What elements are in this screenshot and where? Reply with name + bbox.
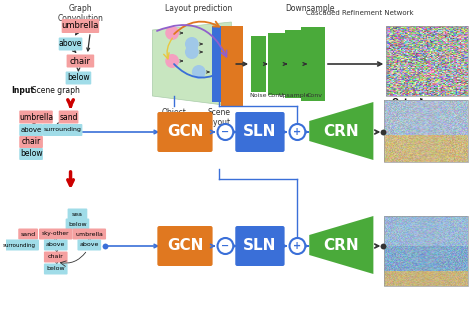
Text: chair: chair [21,137,41,146]
Text: Input: Input [11,86,34,95]
FancyBboxPatch shape [157,226,213,266]
Bar [386,26,468,96]
FancyBboxPatch shape [44,239,68,250]
Text: chair: chair [48,254,64,260]
Text: SLN: SLN [243,238,277,253]
Bar [384,216,468,286]
Polygon shape [153,22,231,106]
Circle shape [290,124,305,140]
Text: Graph
Convolution: Graph Convolution [57,4,103,23]
Text: Downsample: Downsample [285,4,335,13]
Text: below: below [67,74,90,83]
FancyBboxPatch shape [39,228,73,239]
Text: umbrella: umbrella [62,21,99,30]
Bar [251,36,266,92]
FancyBboxPatch shape [44,251,68,262]
Text: above: above [59,40,82,49]
Text: Noise: Noise [249,93,267,98]
Text: SLN: SLN [243,124,277,140]
Text: CRN: CRN [324,123,359,138]
Text: Conv: Conv [268,93,284,98]
Circle shape [290,238,305,254]
Circle shape [218,124,233,140]
FancyBboxPatch shape [65,72,91,85]
Circle shape [218,238,233,254]
FancyBboxPatch shape [44,263,68,274]
Text: below: below [46,267,65,272]
Polygon shape [309,216,374,274]
Polygon shape [309,102,374,160]
FancyBboxPatch shape [19,136,43,148]
Circle shape [192,65,206,79]
Text: umbrella: umbrella [19,112,53,122]
Text: : Scene graph: : Scene graph [27,86,80,95]
FancyBboxPatch shape [68,209,87,219]
Circle shape [165,26,179,40]
FancyBboxPatch shape [157,112,213,152]
FancyBboxPatch shape [235,112,284,152]
Text: CRN: CRN [324,237,359,252]
FancyBboxPatch shape [0,239,39,250]
FancyBboxPatch shape [19,110,53,123]
FancyBboxPatch shape [19,124,43,136]
Text: above: above [80,242,99,248]
Bar [211,26,233,102]
Circle shape [185,37,199,51]
Text: chair: chair [70,56,91,65]
Circle shape [185,45,199,59]
Text: Layout prediction: Layout prediction [165,4,232,13]
Bar [221,26,243,106]
FancyBboxPatch shape [62,19,99,33]
Bar [301,27,325,101]
Text: +: + [293,127,301,137]
Text: surrounding: surrounding [3,242,36,248]
Text: Conv: Conv [306,93,322,98]
FancyBboxPatch shape [59,38,82,51]
Bar [384,100,468,162]
Bar [268,33,286,95]
FancyBboxPatch shape [59,110,78,123]
Text: GCN: GCN [167,124,203,140]
Text: above: above [46,242,65,248]
FancyBboxPatch shape [73,228,106,239]
Bar [284,30,305,98]
Text: Cascaded Refinement Network: Cascaded Refinement Network [306,10,413,16]
Text: GCN: GCN [167,238,203,253]
Text: sky-other: sky-other [42,232,70,237]
Text: umbrella: umbrella [75,232,103,237]
Text: Upsample: Upsample [279,93,310,98]
FancyBboxPatch shape [77,239,101,250]
Text: surrounding: surrounding [44,128,82,133]
FancyBboxPatch shape [65,218,89,229]
Text: −: − [221,241,229,251]
FancyBboxPatch shape [235,226,284,266]
Text: below: below [20,149,42,158]
Text: sea: sea [72,212,83,216]
Text: −: − [221,127,229,137]
Text: +: + [293,241,301,251]
FancyBboxPatch shape [43,124,82,136]
FancyBboxPatch shape [67,54,94,67]
Text: Scene
layout: Scene layout [207,108,230,127]
Text: sand: sand [59,112,78,122]
Circle shape [165,54,179,68]
FancyBboxPatch shape [18,228,38,239]
Text: sand: sand [20,232,36,237]
Text: above: above [20,127,42,133]
Text: below: below [68,222,87,226]
FancyBboxPatch shape [19,148,43,160]
Text: Object
features: Object features [158,108,190,127]
Text: : Image: : Image [414,98,446,107]
Text: Output: Output [391,98,424,107]
